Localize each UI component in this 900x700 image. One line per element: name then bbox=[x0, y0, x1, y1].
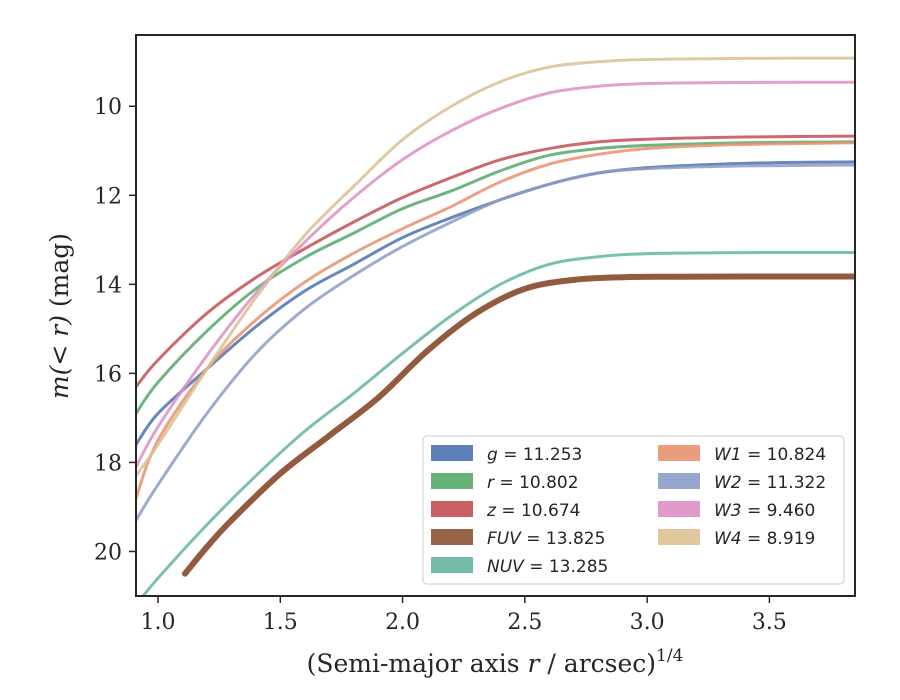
series-line-w3 bbox=[136, 80, 855, 469]
legend-swatch-z bbox=[431, 501, 473, 517]
legend-label-z: z = 10.674 bbox=[486, 501, 580, 521]
series-layer bbox=[136, 56, 855, 596]
x-tick-label: 1.0 bbox=[141, 610, 176, 635]
legend-swatch-w1 bbox=[658, 445, 700, 461]
series-line-r bbox=[136, 140, 855, 415]
legend-label-w3: W3 = 9.460 bbox=[714, 501, 815, 521]
y-tick-label: 18 bbox=[94, 451, 122, 476]
legend-label-g: g = 11.253 bbox=[487, 445, 582, 465]
y-axis-ticks: 10 12 14 16 18 20 bbox=[94, 95, 136, 565]
y-axis-label: m(< r) (mag) bbox=[45, 233, 74, 399]
x-tick-label: 3.5 bbox=[752, 610, 787, 635]
y-tick-label: 16 bbox=[94, 362, 122, 387]
series-line-w4 bbox=[136, 56, 855, 478]
x-axis-label: (Semi-major axis r / arcsec)1/4 bbox=[307, 646, 684, 678]
legend-swatch-w2 bbox=[658, 473, 700, 489]
x-tick-label: 2.0 bbox=[385, 610, 420, 635]
legend-label-w4: W4 = 8.919 bbox=[714, 529, 815, 549]
legend-label-fuv: FUV = 13.825 bbox=[487, 529, 605, 549]
legend-swatch-r bbox=[431, 473, 473, 489]
plot-frame bbox=[135, 34, 856, 597]
legend-swatch-g bbox=[431, 445, 473, 461]
legend-frame bbox=[422, 435, 845, 585]
series-line-nuv bbox=[141, 250, 855, 596]
series-line-z bbox=[136, 134, 855, 389]
y-tick-label: 20 bbox=[94, 540, 122, 565]
x-axis-ticks: 1.0 1.5 2.0 2.5 3.0 3.5 bbox=[141, 596, 787, 635]
legend-label-nuv: NUV = 13.285 bbox=[487, 557, 608, 577]
legend-swatch-w4 bbox=[658, 529, 700, 545]
series-line-w2 bbox=[136, 163, 855, 522]
legend-label-r: r = 10.802 bbox=[487, 473, 579, 493]
legend-swatch-w3 bbox=[658, 501, 700, 517]
y-tick-label: 10 bbox=[94, 95, 122, 120]
series-line-g bbox=[136, 160, 855, 447]
y-tick-label: 12 bbox=[94, 184, 122, 209]
legend-label-w2: W2 = 11.322 bbox=[714, 473, 826, 493]
x-tick-label: 2.5 bbox=[507, 610, 542, 635]
x-tick-label: 1.5 bbox=[263, 610, 298, 635]
series-line-fuv bbox=[181, 273, 855, 577]
legend: g = 11.253 r = 10.802 z = 10.674 FUV = 13.8… bbox=[422, 435, 845, 585]
legend-swatch-nuv bbox=[431, 557, 473, 573]
y-tick-label: 14 bbox=[94, 273, 122, 298]
x-tick-label: 3.0 bbox=[630, 610, 665, 635]
legend-swatch-fuv bbox=[431, 529, 473, 545]
legend-label-w1: W1 = 10.824 bbox=[714, 445, 826, 465]
